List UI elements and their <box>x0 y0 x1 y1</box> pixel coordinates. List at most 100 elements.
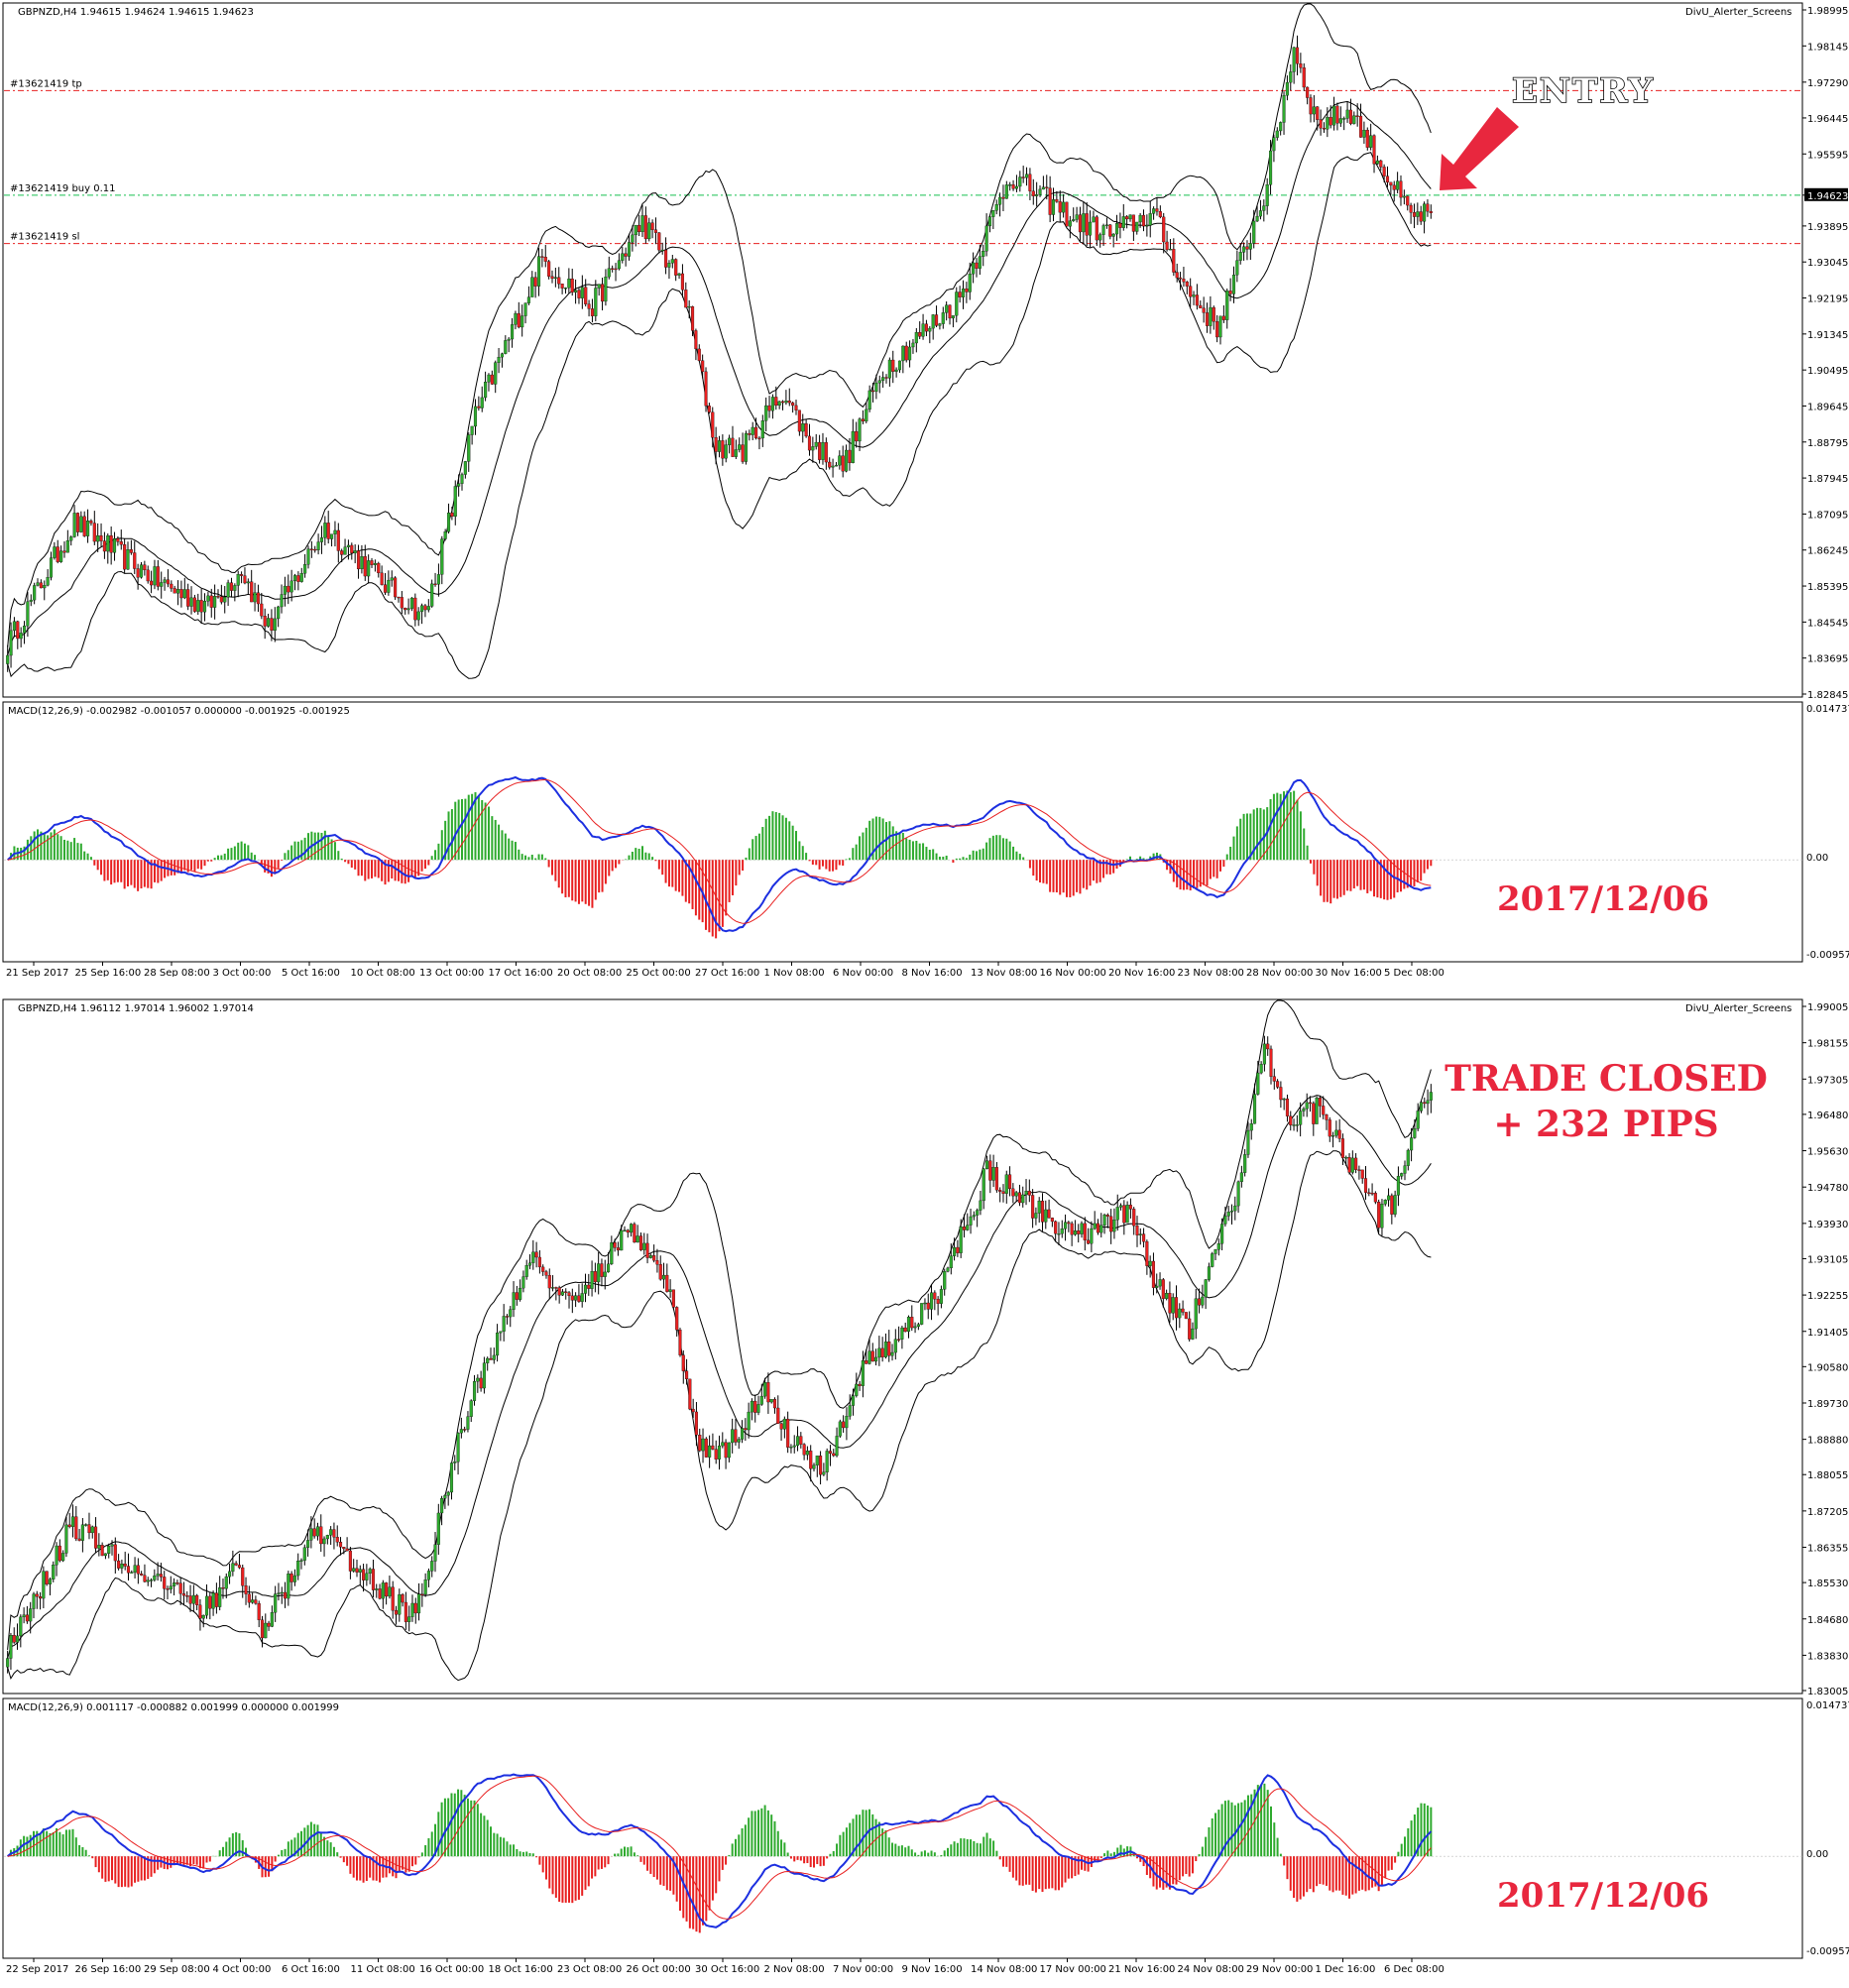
candle-body <box>563 288 568 290</box>
candle-body <box>711 1445 715 1450</box>
candle-body <box>497 356 501 363</box>
candle-body <box>831 465 835 468</box>
candle-body <box>936 1299 940 1304</box>
watermark: DivU_Alerter_Screens <box>1685 7 1791 18</box>
candle-body <box>1158 211 1162 218</box>
candle-body <box>189 597 193 607</box>
candle-body <box>350 544 354 553</box>
candle-body <box>1416 211 1420 217</box>
candle-body <box>426 606 430 611</box>
time-tick-label: 20 Nov 16:00 <box>1108 968 1175 977</box>
candle-body <box>858 418 862 442</box>
candle-body <box>1112 1220 1116 1232</box>
candle-body <box>541 1266 545 1272</box>
candle-body <box>191 1594 195 1604</box>
candle-body <box>89 521 93 524</box>
candle-body <box>1051 199 1056 215</box>
candle-body <box>1099 1225 1103 1233</box>
time-tick-label: 4 Oct 00:00 <box>213 1964 272 1975</box>
candle-body <box>1128 1205 1132 1210</box>
candle-body <box>1089 221 1093 236</box>
candle-body <box>655 1260 659 1265</box>
candle-body <box>717 1445 722 1460</box>
candle-body <box>1272 137 1276 152</box>
price-tick-label: 1.88795 <box>1807 438 1848 449</box>
candle-body <box>296 575 300 582</box>
candle-body <box>1087 1239 1091 1244</box>
date-annotation-top: 2017/12/06 <box>1497 879 1709 919</box>
candle-body <box>1259 1064 1263 1074</box>
candle-body <box>319 537 324 542</box>
candle-body <box>1072 219 1076 221</box>
macd-tick-zero: 0.00 <box>1806 1849 1828 1860</box>
candle-body <box>795 1436 800 1447</box>
candle-body <box>64 1524 68 1554</box>
candle-body <box>1258 210 1262 217</box>
candle-body <box>956 1246 960 1253</box>
candle-body <box>1358 115 1363 138</box>
candle-body <box>430 583 434 607</box>
price-tick-label: 1.98145 <box>1807 42 1848 53</box>
candle-body <box>533 277 537 287</box>
candle-body <box>631 234 635 243</box>
candle-body <box>893 1339 897 1353</box>
candle-body <box>1105 1215 1109 1217</box>
candle-body <box>229 582 234 591</box>
candle-body <box>1325 1114 1329 1120</box>
candle-body <box>296 1560 300 1577</box>
candle-body <box>342 1547 346 1550</box>
candle-body <box>1377 1202 1381 1228</box>
candle-body <box>470 425 474 435</box>
macd-tick-top: 0.014737 <box>1806 704 1849 715</box>
candle-body <box>33 585 37 601</box>
candle-body <box>348 1550 352 1572</box>
candle-body <box>1085 213 1089 236</box>
candle-body <box>113 1544 117 1562</box>
candle-body <box>12 1635 16 1643</box>
candle-body <box>687 305 691 308</box>
candle-body <box>774 397 778 407</box>
candle-body <box>126 1566 131 1574</box>
candle-body <box>684 290 688 308</box>
candle-body <box>1400 1173 1404 1177</box>
price-tick-label: 1.90495 <box>1807 366 1848 377</box>
candle-body <box>704 1438 708 1458</box>
candle-body <box>570 279 574 292</box>
price-tick-label: 1.91405 <box>1807 1328 1848 1339</box>
candle-body <box>524 1264 528 1277</box>
candle-body <box>159 1574 163 1578</box>
candle-body <box>670 259 674 264</box>
candle-body <box>1380 1204 1384 1228</box>
candle-body <box>845 449 849 472</box>
time-tick-label: 16 Oct 00:00 <box>419 1964 484 1975</box>
candle-body <box>678 1330 682 1355</box>
candle-body <box>224 1576 228 1589</box>
candle-body <box>945 304 949 313</box>
time-tick-label: 8 Nov 16:00 <box>902 968 963 977</box>
candle-body <box>721 1442 725 1447</box>
candle-body <box>12 621 16 632</box>
candle-body <box>240 574 244 576</box>
candle-body <box>1185 282 1189 287</box>
candle-body <box>815 1456 819 1465</box>
candle-body <box>753 1400 757 1413</box>
candle-body <box>446 512 451 532</box>
candle-body <box>333 529 337 534</box>
candle-body <box>476 1377 480 1382</box>
candle-body <box>1162 216 1166 243</box>
candle-body <box>674 259 678 276</box>
candle-body <box>874 1356 878 1362</box>
candle-body <box>370 560 374 565</box>
candle-body <box>551 1287 555 1289</box>
candle-body <box>1138 214 1142 223</box>
candle-body <box>527 1262 532 1266</box>
candle-body <box>731 1429 735 1444</box>
candle-body <box>186 589 190 607</box>
candle-body <box>1389 181 1393 186</box>
candle-body <box>647 222 651 240</box>
candle-body <box>267 1622 271 1627</box>
candle-body <box>1004 184 1008 199</box>
candle-body <box>600 284 605 302</box>
price-tick-label: 1.96445 <box>1807 114 1848 125</box>
candle-body <box>1246 1129 1250 1155</box>
